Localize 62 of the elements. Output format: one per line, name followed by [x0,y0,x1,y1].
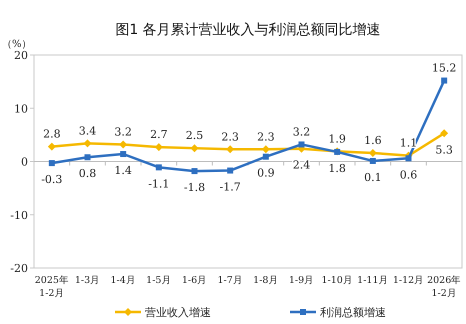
x-tick-label: 1-5月 [146,275,172,286]
x-tick-label: 2026年 1-2月 [427,274,462,299]
point [48,160,55,166]
data-label: 15.2 [432,62,456,75]
data-label: 0.9 [257,166,275,180]
point [370,158,376,164]
x-tick-label: 1-9月 [288,275,314,286]
data-label: -1.8 [184,181,206,194]
point [227,168,234,174]
data-label: 1.8 [328,162,346,175]
data-label: 2.4 [292,158,310,172]
data-label: 1.9 [328,132,346,146]
data-label: 2.5 [186,129,204,142]
data-label: 3.4 [78,124,96,138]
data-label: 1.6 [364,134,382,147]
x-tick-label: 1-6月 [182,275,208,286]
x-tick-label: 1-7月 [218,275,243,286]
point [120,151,126,158]
point [48,142,56,151]
data-label: 2.3 [257,130,275,144]
y-tick-label: -10 [10,208,28,222]
y-tick-label: 0 [21,156,28,168]
legend-label: 营业收入增速 [145,306,211,319]
point [154,143,163,152]
x-tick-label: 1-11月 [357,275,389,286]
x-tick-label: 1-4月 [110,275,136,286]
chart-title: 图1 各月累计营业收入与利润总额同比增速 [115,22,381,38]
point [440,129,448,138]
point [192,168,198,174]
data-label: 0.1 [364,170,382,184]
point [298,141,304,148]
data-label: 0.6 [400,168,418,182]
data-label: 2.7 [150,128,168,142]
data-label: -0.3 [41,173,62,186]
y-tick-label: 10 [14,102,28,116]
data-label: 3.2 [292,125,310,138]
data-label: 3.2 [114,125,132,138]
point [441,78,448,84]
point [156,164,162,170]
point [84,139,92,148]
y-tick-label: 20 [14,49,28,62]
y-tick-label: -20 [10,262,28,275]
data-label: -1.7 [220,180,241,194]
x-tick-label: 1-3月 [74,275,100,286]
data-label: 1.4 [114,164,132,178]
data-label: 0.8 [78,167,96,180]
data-label: 2.8 [43,128,61,141]
x-tick-label: 2025年 1-2月 [34,274,69,299]
point [84,154,90,160]
point [262,154,269,160]
data-label: -1.1 [148,177,170,190]
data-label: 5.3 [435,143,453,156]
x-tick-label: 1-8月 [253,275,278,286]
y-axis-title: （%） [2,39,32,50]
x-tick-label: 1-10月 [321,275,353,286]
x-tick-label: 1-12月 [392,275,424,286]
data-label: 2.3 [221,130,239,144]
point [368,148,377,157]
point [119,140,128,148]
legend-label: 利润总额增速 [320,306,386,319]
point [190,144,198,152]
point [406,155,412,162]
